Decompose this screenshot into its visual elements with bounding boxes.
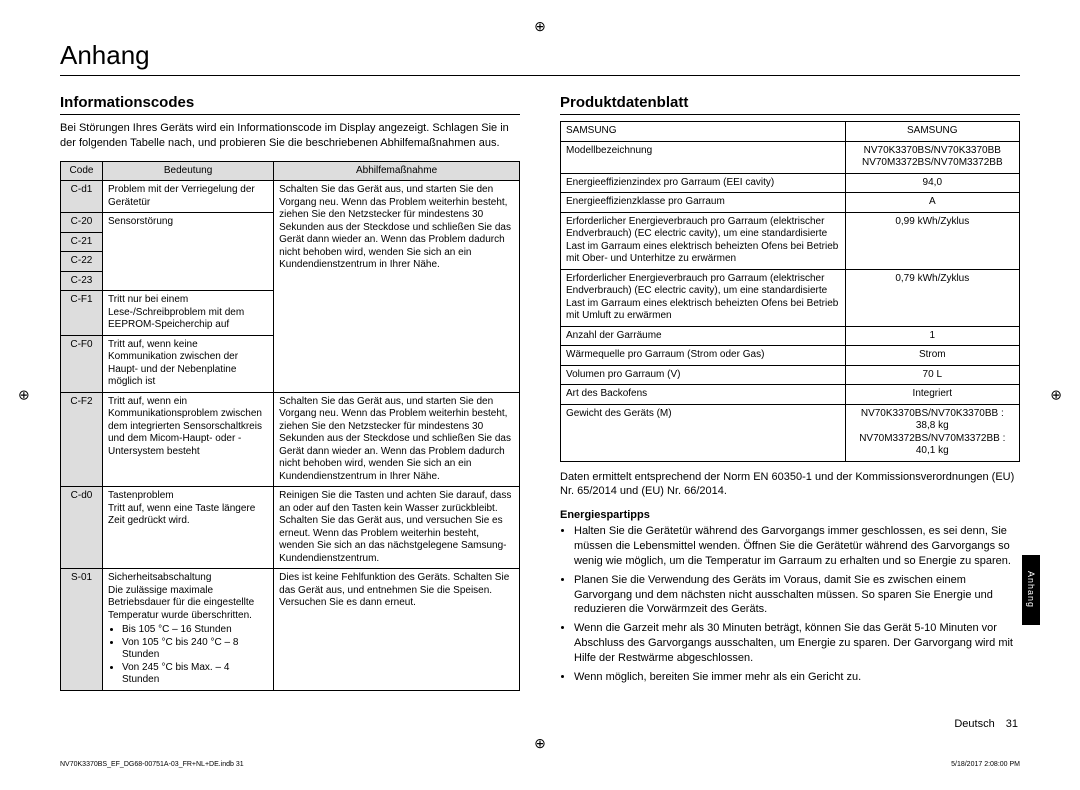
spec-value: 1: [845, 326, 1019, 346]
table-row: Energieeffizienzklasse pro GarraumA: [561, 193, 1020, 213]
code-cell: C-F1: [61, 291, 103, 336]
spec-value: NV70K3370BS/NV70K3370BB : 38,8 kg NV70M3…: [845, 404, 1019, 461]
meaning-cell: Sensorstörung: [103, 213, 274, 291]
code-cell: S-01: [61, 569, 103, 691]
list-item: Halten Sie die Gerätetür während des Gar…: [574, 524, 1020, 569]
meaning-cell: Tastenproblem Tritt auf, wenn eine Taste…: [103, 487, 274, 569]
meaning-body: Die zulässige maximale Betriebsdauer für…: [108, 585, 268, 623]
info-codes-section: Informationscodes Bei Störungen Ihres Ge…: [60, 94, 520, 691]
code-cell: C-F0: [61, 335, 103, 392]
list-item: Von 105 °C bis 240 °C – 8 Stunden: [122, 637, 268, 662]
spec-label: Modellbezeichnung: [561, 141, 846, 173]
meaning-cell: Tritt auf, wenn ein Kommunikationsproble…: [103, 392, 274, 487]
meaning-cell: Problem mit der Verriegelung der Gerätet…: [103, 181, 274, 213]
crop-mark-top: ⊕: [534, 18, 546, 35]
list-item: Bis 105 °C – 16 Stunden: [122, 624, 268, 637]
list-item: Von 245 °C bis Max. – 4 Stunden: [122, 662, 268, 687]
action-cell: Reinigen Sie die Tasten und achten Sie d…: [274, 487, 520, 569]
spec-label: SAMSUNG: [561, 122, 846, 142]
tips-heading: Energiespartipps: [560, 509, 1020, 521]
table-row: ModellbezeichnungNV70K3370BS/NV70K3370BB…: [561, 141, 1020, 173]
code-cell: C-22: [61, 252, 103, 272]
page-number: 31: [1006, 718, 1018, 730]
action-cell: Dies ist keine Fehlfunktion des Geräts. …: [274, 569, 520, 691]
action-cell: Schalten Sie das Gerät aus, und starten …: [274, 181, 520, 393]
spec-label: Erforderlicher Energieverbrauch pro Garr…: [561, 212, 846, 269]
tips-list: Halten Sie die Gerätetür während des Gar…: [560, 524, 1020, 684]
table-row: Wärmequelle pro Garraum (Strom oder Gas)…: [561, 346, 1020, 366]
spec-label: Anzahl der Garräume: [561, 326, 846, 346]
table-row: C-d1 Problem mit der Verriegelung der Ge…: [61, 181, 520, 213]
meaning-body: Tritt auf, wenn eine Taste längere Zeit …: [108, 503, 268, 528]
spec-label: Gewicht des Geräts (M): [561, 404, 846, 461]
spec-label: Erforderlicher Energieverbrauch pro Garr…: [561, 269, 846, 326]
datasheet-table: SAMSUNGSAMSUNGModellbezeichnungNV70K3370…: [560, 121, 1020, 462]
spec-value: Integriert: [845, 385, 1019, 405]
spec-value: SAMSUNG: [845, 122, 1019, 142]
code-cell: C-d0: [61, 487, 103, 569]
th-meaning: Bedeutung: [103, 161, 274, 181]
table-row: Erforderlicher Energieverbrauch pro Garr…: [561, 212, 1020, 269]
datasheet-heading: Produktdatenblatt: [560, 94, 1020, 115]
spec-value: 0,79 kWh/Zyklus: [845, 269, 1019, 326]
meaning-cell: Sicherheitsabschaltung Die zulässige max…: [103, 569, 274, 691]
action-cell: Schalten Sie das Gerät aus, und starten …: [274, 392, 520, 487]
meaning-bullets: Bis 105 °C – 16 Stunden Von 105 °C bis 2…: [108, 624, 268, 687]
meaning-head: Sicherheitsabschaltung: [108, 572, 268, 585]
code-cell: C-21: [61, 232, 103, 252]
list-item: Planen Sie die Verwendung des Geräts im …: [574, 573, 1020, 618]
list-item: Wenn möglich, bereiten Sie immer mehr al…: [574, 670, 1020, 685]
table-row: SAMSUNGSAMSUNG: [561, 122, 1020, 142]
crop-mark-left: ⊕: [18, 387, 30, 404]
page-footer: Deutsch 31: [954, 718, 1018, 730]
table-row: Volumen pro Garraum (V)70 L: [561, 365, 1020, 385]
info-codes-heading: Informationscodes: [60, 94, 520, 115]
th-code: Code: [61, 161, 103, 181]
table-header-row: Code Bedeutung Abhilfemaßnahme: [61, 161, 520, 181]
spec-value: Strom: [845, 346, 1019, 366]
table-row: Gewicht des Geräts (M)NV70K3370BS/NV70K3…: [561, 404, 1020, 461]
print-footer-right: 5/18/2017 2:08:00 PM: [951, 761, 1020, 768]
manual-page: ⊕ ⊕ ⊕ ⊕ Anhang Informationscodes Bei Stö…: [0, 0, 1080, 790]
spec-label: Volumen pro Garraum (V): [561, 365, 846, 385]
meaning-head: Tastenproblem: [108, 490, 268, 503]
print-footer-left: NV70K3370BS_EF_DG68-00751A-03_FR+NL+DE.i…: [60, 761, 244, 768]
table-row: C-d0 Tastenproblem Tritt auf, wenn eine …: [61, 487, 520, 569]
side-tab: Anhang: [1022, 555, 1040, 625]
spec-label: Art des Backofens: [561, 385, 846, 405]
spec-value: 94,0: [845, 173, 1019, 193]
table-row: Art des BackofensIntegriert: [561, 385, 1020, 405]
code-cell: C-20: [61, 213, 103, 233]
info-codes-intro: Bei Störungen Ihres Geräts wird ein Info…: [60, 121, 520, 151]
datasheet-note: Daten ermittelt entsprechend der Norm EN…: [560, 470, 1020, 500]
datasheet-section: Produktdatenblatt SAMSUNGSAMSUNGModellbe…: [560, 94, 1020, 691]
list-item: Wenn die Garzeit mehr als 30 Minuten bet…: [574, 621, 1020, 666]
meaning-cell: Tritt auf, wenn keine Kommunikation zwis…: [103, 335, 274, 392]
code-cell: C-d1: [61, 181, 103, 213]
table-row: Energieeffizienzindex pro Garraum (EEI c…: [561, 173, 1020, 193]
spec-value: 70 L: [845, 365, 1019, 385]
crop-mark-right: ⊕: [1050, 387, 1062, 404]
spec-value: NV70K3370BS/NV70K3370BB NV70M3372BS/NV70…: [845, 141, 1019, 173]
meaning-cell: Tritt nur bei einem Lese-/Schreibproblem…: [103, 291, 274, 336]
table-row: S-01 Sicherheitsabschaltung Die zulässig…: [61, 569, 520, 691]
th-action: Abhilfemaßnahme: [274, 161, 520, 181]
page-language: Deutsch: [954, 718, 994, 730]
spec-value: A: [845, 193, 1019, 213]
table-row: Anzahl der Garräume1: [561, 326, 1020, 346]
page-title: Anhang: [60, 40, 1020, 76]
crop-mark-bottom: ⊕: [534, 735, 546, 752]
spec-label: Wärmequelle pro Garraum (Strom oder Gas): [561, 346, 846, 366]
spec-label: Energieeffizienzklasse pro Garraum: [561, 193, 846, 213]
code-cell: C-F2: [61, 392, 103, 487]
spec-value: 0,99 kWh/Zyklus: [845, 212, 1019, 269]
info-codes-table: Code Bedeutung Abhilfemaßnahme C-d1 Prob…: [60, 161, 520, 691]
table-row: C-F2 Tritt auf, wenn ein Kommunikationsp…: [61, 392, 520, 487]
code-cell: C-23: [61, 271, 103, 291]
table-row: Erforderlicher Energieverbrauch pro Garr…: [561, 269, 1020, 326]
spec-label: Energieeffizienzindex pro Garraum (EEI c…: [561, 173, 846, 193]
